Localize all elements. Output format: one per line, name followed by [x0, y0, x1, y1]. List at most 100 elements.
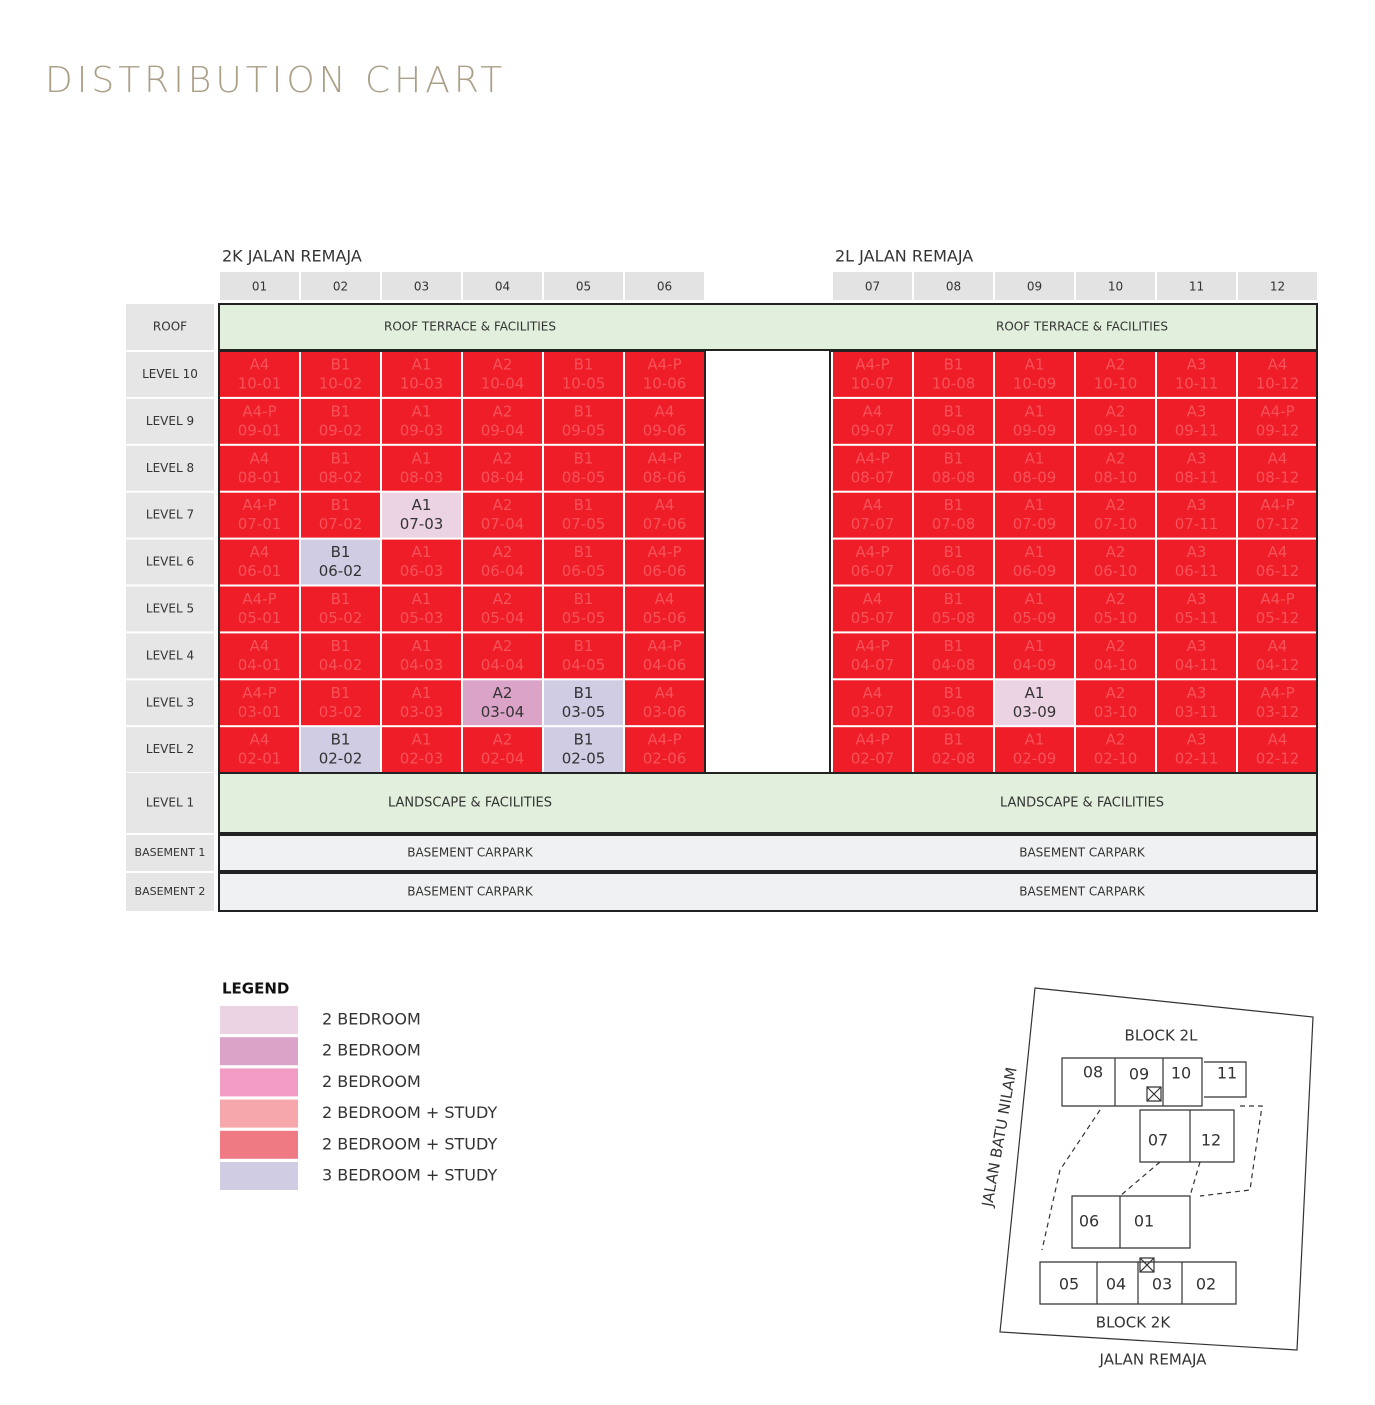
row-label: BASEMENT 1 [135, 846, 206, 859]
unit-type: A4 [250, 449, 270, 467]
unit-type: A2 [493, 590, 513, 608]
unit-cell [995, 445, 1074, 491]
unit-code: 04-01 [238, 656, 282, 674]
unit-cell [382, 727, 461, 773]
unit-code: 04-08 [932, 656, 976, 674]
unit-type: A4 [1268, 731, 1288, 749]
unit-cell [220, 398, 299, 444]
unit-code: 06-10 [1094, 562, 1138, 580]
unit-cell [544, 352, 623, 397]
unit-type: A1 [1025, 731, 1045, 749]
unit-code: 06-12 [1256, 562, 1300, 580]
unit-type: A3 [1187, 543, 1207, 561]
unit-cell [382, 586, 461, 632]
unit-cell [1076, 680, 1155, 726]
unit-code: 06-07 [851, 562, 895, 580]
unit-code: 10-08 [932, 375, 976, 393]
unit-code: 08-09 [1013, 468, 1057, 486]
unit-number: 10 [1108, 280, 1123, 294]
unit-code: 04-07 [851, 656, 895, 674]
row-label-box [126, 727, 214, 773]
unit-code: 05-01 [238, 609, 282, 627]
unit-type: A2 [1106, 637, 1126, 655]
unit-code: 04-02 [319, 656, 363, 674]
unit-cell [544, 539, 623, 585]
unit-code: 10-12 [1256, 375, 1300, 393]
unit-cell [833, 445, 912, 491]
unit-code: 05-10 [1094, 609, 1138, 627]
unit-type: A4-P [647, 637, 681, 655]
unit-code: 09-01 [238, 421, 282, 439]
unit-cell [382, 633, 461, 679]
unit-code: 02-08 [932, 750, 976, 768]
unit-code: 09-07 [851, 421, 895, 439]
unit-code: 09-02 [319, 421, 363, 439]
unit-cell [625, 539, 704, 585]
unit-header [995, 272, 1074, 300]
unit-type: A2 [493, 543, 513, 561]
unit-cell [382, 492, 461, 538]
unit-type: A2 [1106, 684, 1126, 702]
unit-code: 03-11 [1175, 703, 1219, 721]
unit-type: A4 [863, 590, 883, 608]
unit-cell [1238, 398, 1317, 444]
unit-code: 07-03 [400, 515, 444, 533]
unit-cell [1238, 727, 1317, 773]
unit-type: A4 [655, 402, 675, 420]
unit-number: 03 [414, 280, 429, 294]
unit-code: 10-09 [1013, 375, 1057, 393]
unit-type: B1 [944, 356, 964, 374]
unit-type: A4-P [1260, 496, 1294, 514]
unit-cell [914, 398, 993, 444]
unit-code: 07-05 [562, 515, 606, 533]
site-boundary [999, 987, 1314, 1351]
unit-code: 04-11 [1175, 656, 1219, 674]
unit-type: A2 [493, 684, 513, 702]
unit-cell [463, 633, 542, 679]
row-label: LEVEL 9 [146, 414, 194, 428]
row-label-box [126, 492, 214, 538]
block-2l-lower [1139, 1109, 1235, 1163]
unit-header [1076, 272, 1155, 300]
unit-code: 08-06 [643, 468, 687, 486]
ground-band [218, 772, 1318, 834]
unit-code: 02-04 [481, 750, 525, 768]
unit-code: 02-01 [238, 750, 282, 768]
unit-type: A4-P [242, 590, 276, 608]
unit-type: A4-P [647, 449, 681, 467]
unit-type: A4 [1268, 449, 1288, 467]
unit-code: 05-03 [400, 609, 444, 627]
unit-cell [995, 398, 1074, 444]
unit-number: 01 [252, 280, 267, 294]
unit-code: 06-04 [481, 562, 525, 580]
unit-code: 02-02 [319, 750, 363, 768]
unit-cell [995, 633, 1074, 679]
unit-cell [463, 586, 542, 632]
unit-cell [1238, 539, 1317, 585]
unit-cell [301, 398, 380, 444]
unit-type: B1 [944, 449, 964, 467]
unit-code: 08-03 [400, 468, 444, 486]
unit-code: 03-08 [932, 703, 976, 721]
plan-unit: 01 [1134, 1212, 1154, 1231]
unit-code: 08-11 [1175, 468, 1219, 486]
unit-type: A4-P [242, 684, 276, 702]
row-label-box [126, 539, 214, 585]
unit-cell [625, 586, 704, 632]
unit-number: 09 [1027, 280, 1042, 294]
legend-label: 2 BEDROOM [322, 1041, 421, 1060]
row-label-box [126, 352, 214, 397]
unit-type: B1 [944, 684, 964, 702]
unit-cell [995, 352, 1074, 397]
unit-code: 04-03 [400, 656, 444, 674]
unit-type: A4-P [647, 356, 681, 374]
unit-cell [220, 539, 299, 585]
unit-header [544, 272, 623, 300]
unit-cell [1157, 680, 1236, 726]
roof-band-text: ROOF TERRACE & FACILITIES [996, 320, 1168, 334]
unit-cell [1076, 445, 1155, 491]
unit-cell [625, 492, 704, 538]
unit-code: 06-03 [400, 562, 444, 580]
unit-code: 04-09 [1013, 656, 1057, 674]
plan-unit: 02 [1196, 1275, 1216, 1294]
